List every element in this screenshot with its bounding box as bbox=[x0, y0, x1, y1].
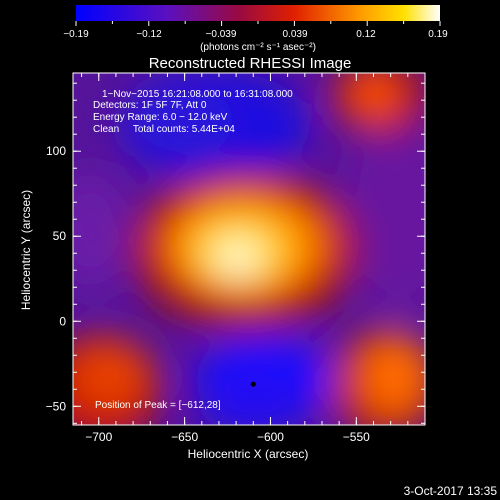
plot-frame bbox=[72, 72, 426, 426]
colorbar-tick-label-5: 0.19 bbox=[428, 29, 448, 40]
colorbar bbox=[76, 5, 440, 21]
annotation-time-range: 1−Nov−2015 16:21:08.000 to 16:31:08.000 bbox=[102, 89, 293, 100]
heatmap-image bbox=[73, 73, 425, 425]
colorbar-tick-label-3: 0.039 bbox=[282, 29, 307, 40]
annotation-energy-range: Energy Range: 6.0 − 12.0 keV bbox=[93, 112, 228, 123]
y-tick-label-3: 100 bbox=[46, 144, 66, 158]
footer-timestamp: 3-Oct-2017 13:35 bbox=[404, 484, 498, 498]
chart-title: Reconstructed RHESSI Image bbox=[149, 55, 352, 72]
y-axis-label: Heliocentric Y (arcsec) bbox=[19, 190, 33, 310]
colorbar-ticks bbox=[75, 21, 441, 26]
colorbar-unit-label: (photons cm⁻² s⁻¹ asec⁻²) bbox=[200, 42, 316, 53]
y-tick-label-1: 0 bbox=[59, 314, 66, 328]
minimum-marker bbox=[250, 381, 256, 387]
colorbar-tick-label-2: −0.039 bbox=[206, 29, 237, 40]
colorbar-tick-label-4: 0.12 bbox=[356, 29, 376, 40]
colorbar-tick-label-0: −0.19 bbox=[63, 29, 89, 40]
colorbar-tick-label-1: −0.12 bbox=[136, 29, 162, 40]
axis-ticks bbox=[73, 73, 426, 425]
x-tick-label-2: −600 bbox=[257, 430, 284, 444]
peak-position-label: Position of Peak = [−612,28] bbox=[95, 400, 221, 411]
x-tick-label-0: −700 bbox=[85, 430, 112, 444]
x-axis-label: Heliocentric X (arcsec) bbox=[188, 447, 309, 461]
annotation-clean-counts: Clean Total counts: 5.44E+04 bbox=[93, 124, 235, 135]
annotation-detectors: Detectors: 1F 5F 7F, Att 0 bbox=[93, 100, 207, 111]
y-tick-label-0: −50 bbox=[46, 399, 67, 413]
y-tick-label-2: 50 bbox=[53, 229, 67, 243]
x-tick-label-3: −550 bbox=[343, 430, 370, 444]
x-tick-label-1: −650 bbox=[171, 430, 198, 444]
